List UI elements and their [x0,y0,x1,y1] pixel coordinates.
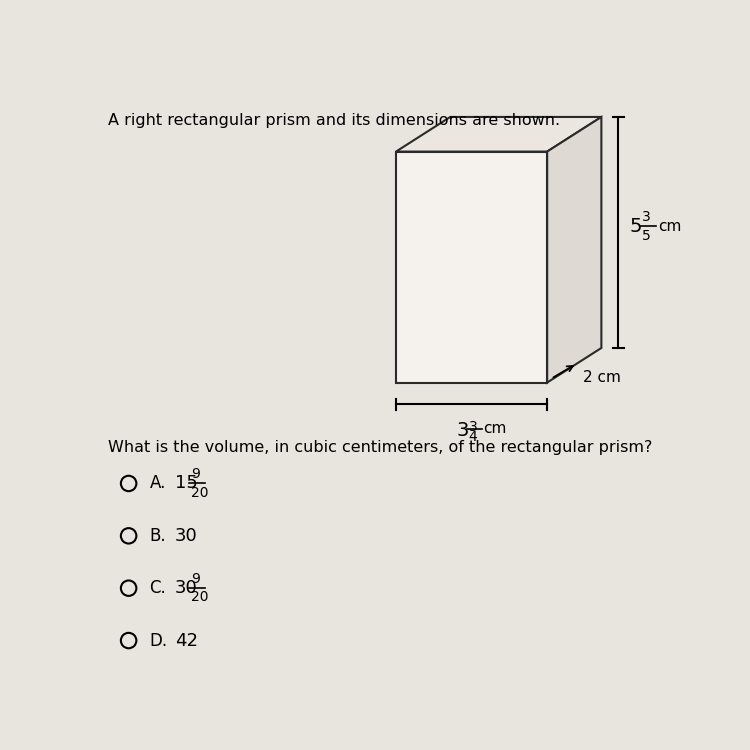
Text: 42: 42 [175,632,198,650]
Text: 9: 9 [190,467,200,482]
Text: cm: cm [483,421,506,436]
Text: 5: 5 [629,217,642,236]
Text: 2 cm: 2 cm [584,370,621,385]
Text: 3: 3 [456,421,469,440]
Text: A right rectangular prism and its dimensions are shown.: A right rectangular prism and its dimens… [108,113,560,128]
Text: C.: C. [149,579,166,597]
Text: B.: B. [149,526,166,544]
Text: 30: 30 [175,526,198,544]
Text: 5: 5 [642,229,650,242]
Text: What is the volume, in cubic centimeters, of the rectangular prism?: What is the volume, in cubic centimeters… [108,440,652,455]
Text: 20: 20 [190,590,208,604]
Text: D.: D. [149,632,168,650]
Text: 3: 3 [642,210,650,224]
Text: 4: 4 [469,430,477,444]
Text: A.: A. [149,475,166,493]
Text: 15: 15 [175,475,198,493]
Text: 30: 30 [175,579,198,597]
Polygon shape [396,152,547,382]
Polygon shape [547,117,602,382]
Text: 9: 9 [190,572,200,586]
Text: cm: cm [658,219,681,234]
Text: 20: 20 [190,486,208,500]
Text: 3: 3 [469,419,477,434]
Polygon shape [396,117,602,152]
